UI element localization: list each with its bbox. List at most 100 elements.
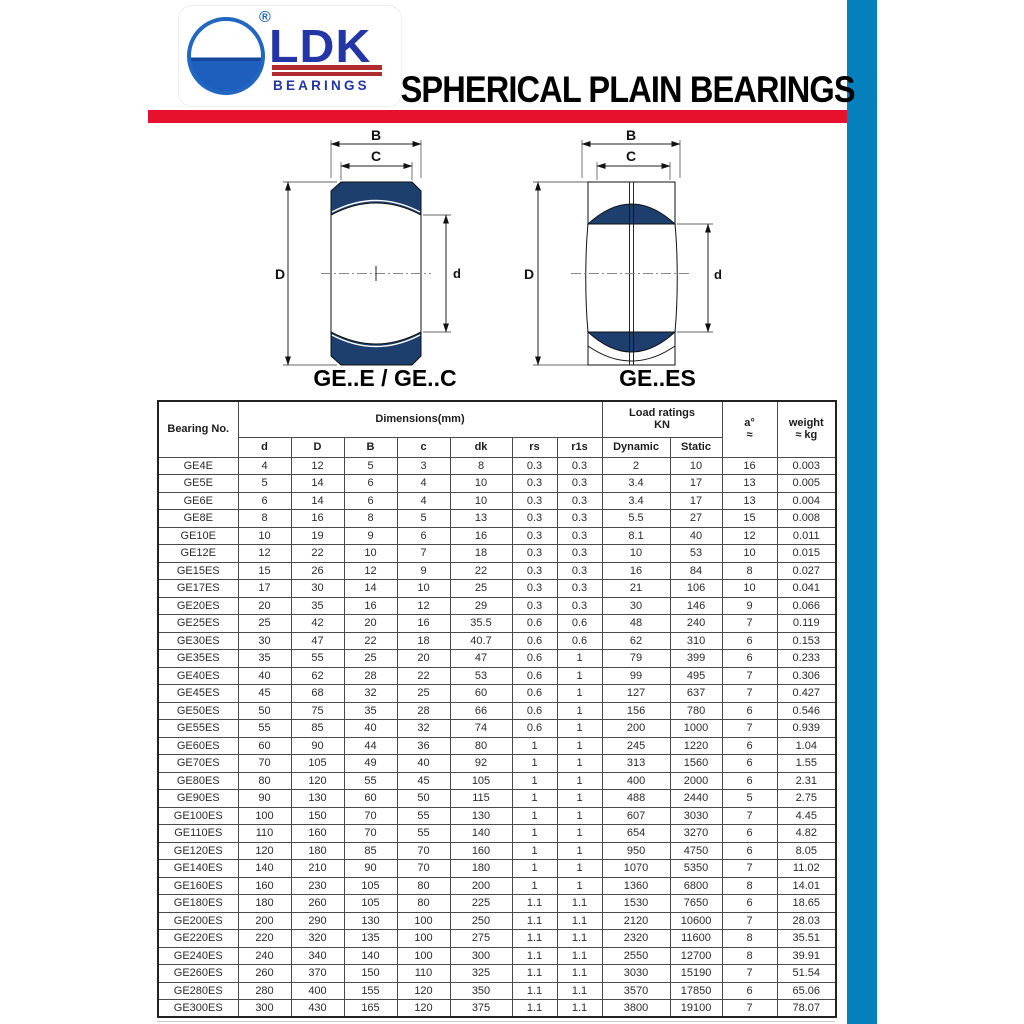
cell-weight: 39.91 <box>776 946 837 965</box>
cell-d: 5 <box>237 474 292 493</box>
cell-dynamic: 48 <box>601 614 671 633</box>
cell-D: 180 <box>290 841 345 860</box>
cell-B: 12 <box>343 561 398 580</box>
cell-angle: 8 <box>721 561 778 580</box>
cell-rs: 1.1 <box>511 911 558 930</box>
cell-weight: 2.75 <box>776 789 837 808</box>
cell-c: 5 <box>396 509 451 528</box>
cell-dynamic: 245 <box>601 736 671 755</box>
cell-dynamic: 2320 <box>601 929 671 948</box>
col-group-dimensions: Dimensions(mm) <box>237 400 603 438</box>
cell-d: 80 <box>237 771 292 790</box>
cell-B: 32 <box>343 684 398 703</box>
cell-static: 10600 <box>669 911 723 930</box>
cell-r1s: 1.1 <box>556 929 603 948</box>
cell-weight: 0.041 <box>776 579 837 598</box>
cell-static: 2440 <box>669 789 723 808</box>
cell-B: 140 <box>343 946 398 965</box>
cell-c: 70 <box>396 841 451 860</box>
cell-d: 35 <box>237 649 292 668</box>
cell-weight: 0.306 <box>776 666 837 685</box>
table-row: GE220ES 220 320 135 100 275 1.1 1.1 2320 11600 8 35… <box>157 929 837 948</box>
cell-angle: 7 <box>721 614 778 633</box>
col-header-rs: rs <box>511 436 558 458</box>
cell-c: 110 <box>396 964 451 983</box>
cell-r1s: 1 <box>556 824 603 843</box>
cell-bearing-no: GE110ES <box>157 824 239 843</box>
cell-r1s: 1.1 <box>556 894 603 913</box>
cell-rs: 0.3 <box>511 491 558 510</box>
cell-rs: 0.6 <box>511 631 558 650</box>
cell-r1s: 0.3 <box>556 491 603 510</box>
ldk-sphere-icon <box>187 17 265 95</box>
cell-bearing-no: GE6E <box>157 491 239 510</box>
cell-rs: 0.3 <box>511 596 558 615</box>
cell-D: 210 <box>290 859 345 878</box>
cell-rs: 1 <box>511 876 558 895</box>
cell-B: 25 <box>343 649 398 668</box>
cell-bearing-no: GE80ES <box>157 771 239 790</box>
cell-r1s: 0.3 <box>556 596 603 615</box>
cell-dk: 92 <box>449 754 513 773</box>
cell-weight: 0.015 <box>776 544 837 563</box>
cell-c: 80 <box>396 894 451 913</box>
cell-c: 55 <box>396 824 451 843</box>
cell-B: 20 <box>343 614 398 633</box>
cell-bearing-no: GE90ES <box>157 789 239 808</box>
cell-dk: 8 <box>449 456 513 475</box>
cell-rs: 0.6 <box>511 649 558 668</box>
cell-weight: 0.004 <box>776 491 837 510</box>
table-row: GE140ES 140 210 90 70 180 1 1 1070 5350 7 11.02 <box>157 859 837 878</box>
cell-r1s: 1 <box>556 859 603 878</box>
table-row: GE25ES 25 42 20 16 35.5 0.6 0.6 48 240 7 0.119 <box>157 614 837 633</box>
cell-rs: 1.1 <box>511 964 558 983</box>
weight-line1: weight <box>788 417 824 430</box>
cell-dynamic: 127 <box>601 684 671 703</box>
table-row: GE50ES 50 75 35 28 66 0.6 1 156 780 6 0.546 <box>157 701 837 720</box>
cell-d: 4 <box>237 456 292 475</box>
col-header-dk: dk <box>449 436 513 458</box>
cell-r1s: 1 <box>556 719 603 738</box>
cell-rs: 0.3 <box>511 474 558 493</box>
cell-weight: 1.04 <box>776 736 837 755</box>
table-row: GE200ES 200 290 130 100 250 1.1 1.1 2120 10600 7 28… <box>157 911 837 930</box>
cell-weight: 0.939 <box>776 719 837 738</box>
logo-red-rule-top <box>272 65 382 70</box>
cell-bearing-no: GE120ES <box>157 841 239 860</box>
logo-sub-text: BEARINGS <box>273 78 370 93</box>
cell-r1s: 1.1 <box>556 964 603 983</box>
dim-label-C: C <box>626 148 636 164</box>
table-row: GE40ES 40 62 28 22 53 0.6 1 99 495 7 0.306 <box>157 666 837 685</box>
cell-dynamic: 3.4 <box>601 474 671 493</box>
cell-D: 90 <box>290 736 345 755</box>
cell-B: 105 <box>343 876 398 895</box>
cell-c: 9 <box>396 561 451 580</box>
dim-label-B: B <box>371 128 381 143</box>
cell-d: 45 <box>237 684 292 703</box>
cell-angle: 12 <box>721 526 778 545</box>
cell-B: 9 <box>343 526 398 545</box>
cell-weight: 0.153 <box>776 631 837 650</box>
cell-weight: 4.45 <box>776 806 837 825</box>
cell-d: 220 <box>237 929 292 948</box>
cell-c: 32 <box>396 719 451 738</box>
table-row: GE5E 5 14 6 4 10 0.3 0.3 3.4 17 13 0.005 <box>157 474 837 493</box>
table-row: GE10E 10 19 9 6 16 0.3 0.3 8.1 40 12 0.011 <box>157 526 837 545</box>
table-row: GE12E 12 22 10 7 18 0.3 0.3 10 53 10 0.015 <box>157 544 837 563</box>
cell-angle: 5 <box>721 789 778 808</box>
load-ratings-line1: Load ratings <box>629 407 696 420</box>
cell-c: 22 <box>396 666 451 685</box>
dim-label-D: D <box>524 266 534 282</box>
cell-dynamic: 3030 <box>601 964 671 983</box>
cell-c: 100 <box>396 946 451 965</box>
cell-rs: 1.1 <box>511 981 558 1000</box>
cell-D: 14 <box>290 491 345 510</box>
cell-B: 6 <box>343 474 398 493</box>
cell-D: 42 <box>290 614 345 633</box>
cell-rs: 1 <box>511 859 558 878</box>
cell-D: 75 <box>290 701 345 720</box>
table-row: GE15ES 15 26 12 9 22 0.3 0.3 16 84 8 0.027 <box>157 561 837 580</box>
cell-dynamic: 156 <box>601 701 671 720</box>
cell-dynamic: 2 <box>601 456 671 475</box>
cell-rs: 1.1 <box>511 929 558 948</box>
